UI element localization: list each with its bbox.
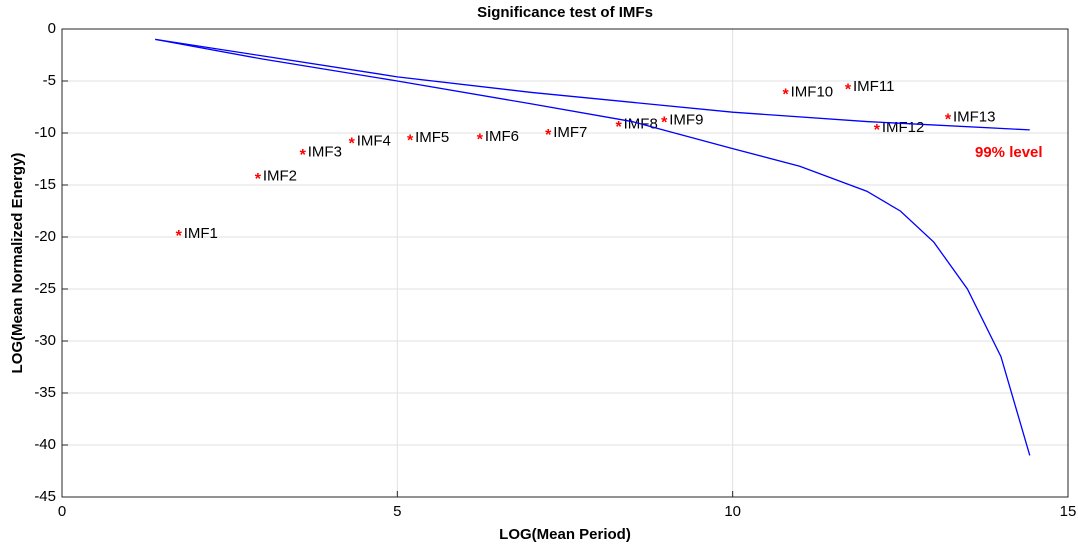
point-marker: * (176, 228, 183, 245)
y-tick-label: -15 (34, 176, 56, 193)
point-label: IMF11 (853, 78, 894, 95)
point-marker: * (545, 127, 552, 144)
point-marker: * (783, 87, 790, 104)
annotation: 99% level (975, 144, 1043, 161)
x-tick-label: 5 (393, 503, 401, 520)
y-tick-label: -30 (34, 332, 56, 349)
point-marker: * (874, 122, 881, 139)
point-label: IMF6 (485, 128, 519, 145)
point-marker: * (845, 81, 852, 98)
plot-frame (61, 28, 1069, 498)
y-tick-label: -20 (34, 228, 56, 245)
y-tick-label: -10 (34, 124, 56, 141)
point-marker: * (661, 115, 668, 132)
chart-title: Significance test of IMFs (477, 4, 653, 21)
point-label: IMF12 (882, 119, 925, 136)
threshold-line (155, 38, 1031, 456)
point-marker: * (616, 119, 623, 136)
y-tick-label: -35 (34, 384, 56, 401)
point-marker: * (255, 171, 262, 188)
point-marker: * (349, 136, 356, 153)
x-tick-label: 0 (58, 503, 66, 520)
point-label: IMF4 (357, 132, 391, 149)
point-marker: * (945, 112, 952, 129)
point-label: IMF9 (669, 111, 703, 128)
point-marker: * (300, 147, 307, 164)
point-label: IMF5 (415, 129, 449, 146)
point-marker: * (477, 131, 484, 148)
plot-area (62, 29, 1068, 497)
point-label: IMF3 (308, 144, 342, 161)
threshold-line (155, 38, 1030, 131)
point-label: IMF10 (791, 83, 834, 100)
y-tick-label: 0 (48, 20, 56, 37)
y-tick-label: -5 (43, 72, 56, 89)
x-axis-label: LOG(Mean Period) (499, 526, 631, 543)
y-tick-label: -40 (34, 436, 56, 453)
point-label: IMF1 (184, 225, 218, 242)
x-tick-label: 15 (1060, 503, 1077, 520)
x-tick-label: 10 (724, 503, 741, 520)
y-axis-label: LOG(Mean Normalized Energy) (9, 153, 26, 374)
point-marker: * (407, 132, 414, 149)
point-label: IMF2 (263, 168, 297, 185)
y-tick-label: -45 (34, 488, 56, 505)
point-label: IMF7 (553, 124, 587, 141)
y-tick-label: -25 (34, 280, 56, 297)
point-label: IMF13 (953, 108, 996, 125)
